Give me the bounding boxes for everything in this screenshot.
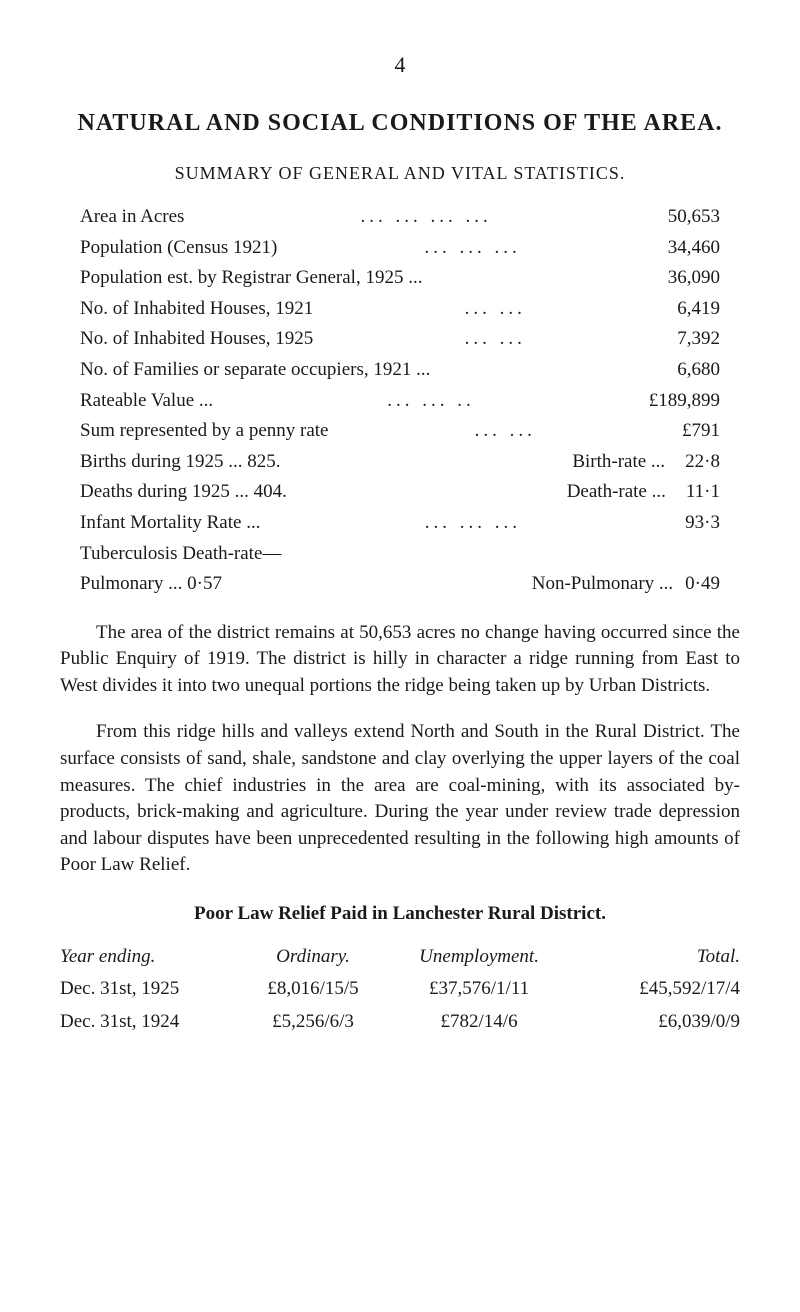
stat-houses-1921: No. of Inhabited Houses, 1921 ... ... 6,… <box>80 296 720 323</box>
stat-births: Births during 1925 ... 825. Birth-rate .… <box>80 449 720 476</box>
stat-value: 36,090 <box>668 265 720 292</box>
paragraph-industries: From this ridge hills and valleys extend… <box>60 719 740 879</box>
dots-filler: ... ... <box>313 296 677 323</box>
stat-label: No. of Families or separate occupiers, 1… <box>80 357 430 384</box>
relief-table-heading: Poor Law Relief Paid in Lanchester Rural… <box>60 901 740 928</box>
stat-pop-census: Population (Census 1921) ... ... ... 34,… <box>80 235 720 262</box>
rate-value: 11·1 <box>686 479 720 506</box>
rate-label: Non-Pulmonary ... <box>532 571 673 598</box>
stat-rateable: Rateable Value ... ... ... .. £189,899 <box>80 388 720 415</box>
relief-header-total: Total. <box>566 944 740 971</box>
stat-value: 34,460 <box>668 235 720 262</box>
stat-label: Infant Mortality Rate ... <box>80 510 260 537</box>
stat-label: Births during 1925 ... 825. <box>80 449 281 476</box>
relief-row: Dec. 31st, 1924 £5,256/6/3 £782/14/6 £6,… <box>60 1009 740 1036</box>
stat-value: £791 <box>682 418 720 445</box>
stat-label: No. of Inhabited Houses, 1925 <box>80 326 313 353</box>
stat-deaths: Deaths during 1925 ... 404. Death-rate .… <box>80 479 720 506</box>
stat-families: No. of Families or separate occupiers, 1… <box>80 357 720 384</box>
relief-header-row: Year ending. Ordinary. Unemployment. Tot… <box>60 944 740 971</box>
stat-value: 6,680 <box>677 357 720 384</box>
stat-value: £189,899 <box>649 388 720 415</box>
main-heading: NATURAL AND SOCIAL CONDITIONS OF THE ARE… <box>60 105 740 141</box>
rate-value: 0·49 <box>685 571 720 598</box>
relief-row: Dec. 31st, 1925 £8,016/15/5 £37,576/1/11… <box>60 976 740 1003</box>
dots-filler: ... ... ... <box>260 510 685 537</box>
relief-table: Year ending. Ordinary. Unemployment. Tot… <box>60 944 740 1036</box>
rate-label: Birth-rate ... <box>572 449 665 476</box>
stat-area: Area in Acres ... ... ... ... 50,653 <box>80 204 720 231</box>
paragraph-area: The area of the district remains at 50,6… <box>60 620 740 700</box>
page-number: 4 <box>60 50 740 81</box>
stat-label: No. of Inhabited Houses, 1921 <box>80 296 313 323</box>
stat-houses-1925: No. of Inhabited Houses, 1925 ... ... 7,… <box>80 326 720 353</box>
stat-pop-est: Population est. by Registrar General, 19… <box>80 265 720 292</box>
stat-label: Deaths during 1925 ... 404. <box>80 479 287 506</box>
stat-label: Rateable Value ... <box>80 388 213 415</box>
sub-heading: SUMMARY OF GENERAL AND VITAL STATISTICS. <box>60 161 740 186</box>
stat-penny-rate: Sum represented by a penny rate ... ... … <box>80 418 720 445</box>
stat-value: 6,419 <box>677 296 720 323</box>
dots-filler: ... ... ... <box>277 235 667 262</box>
dots-filler: ... ... ... ... <box>184 204 667 231</box>
relief-cell-ordinary: £8,016/15/5 <box>234 976 392 1003</box>
stat-label: Pulmonary ... 0·57 <box>80 571 222 598</box>
dots-filler: ... ... .. <box>213 388 649 415</box>
stat-label: Sum represented by a penny rate <box>80 418 329 445</box>
relief-cell-year: Dec. 31st, 1925 <box>60 976 234 1003</box>
stat-infant-mortality: Infant Mortality Rate ... ... ... ... 93… <box>80 510 720 537</box>
stat-tb-heading: Tuberculosis Death-rate— <box>80 541 720 568</box>
rate-label: Death-rate ... <box>567 479 666 506</box>
relief-cell-total: £45,592/17/4 <box>566 976 740 1003</box>
dots-filler: ... ... <box>313 326 677 353</box>
relief-cell-total: £6,039/0/9 <box>566 1009 740 1036</box>
stat-label: Area in Acres <box>80 204 184 231</box>
relief-header-ordinary: Ordinary. <box>234 944 392 971</box>
statistics-block: Area in Acres ... ... ... ... 50,653 Pop… <box>80 204 720 598</box>
stat-value: 7,392 <box>677 326 720 353</box>
stat-pulmonary: Pulmonary ... 0·57 Non-Pulmonary ... 0·4… <box>80 571 720 598</box>
rate-value: 22·8 <box>685 449 720 476</box>
relief-cell-unemployment: £782/14/6 <box>392 1009 566 1036</box>
stat-value: 93·3 <box>685 510 720 537</box>
relief-header-unemployment: Unemployment. <box>392 944 566 971</box>
stat-label: Population est. by Registrar General, 19… <box>80 265 422 292</box>
relief-header-year: Year ending. <box>60 944 234 971</box>
dots-filler: ... ... <box>329 418 683 445</box>
relief-cell-unemployment: £37,576/1/11 <box>392 976 566 1003</box>
relief-cell-year: Dec. 31st, 1924 <box>60 1009 234 1036</box>
stat-label: Population (Census 1921) <box>80 235 277 262</box>
relief-cell-ordinary: £5,256/6/3 <box>234 1009 392 1036</box>
stat-value: 50,653 <box>668 204 720 231</box>
